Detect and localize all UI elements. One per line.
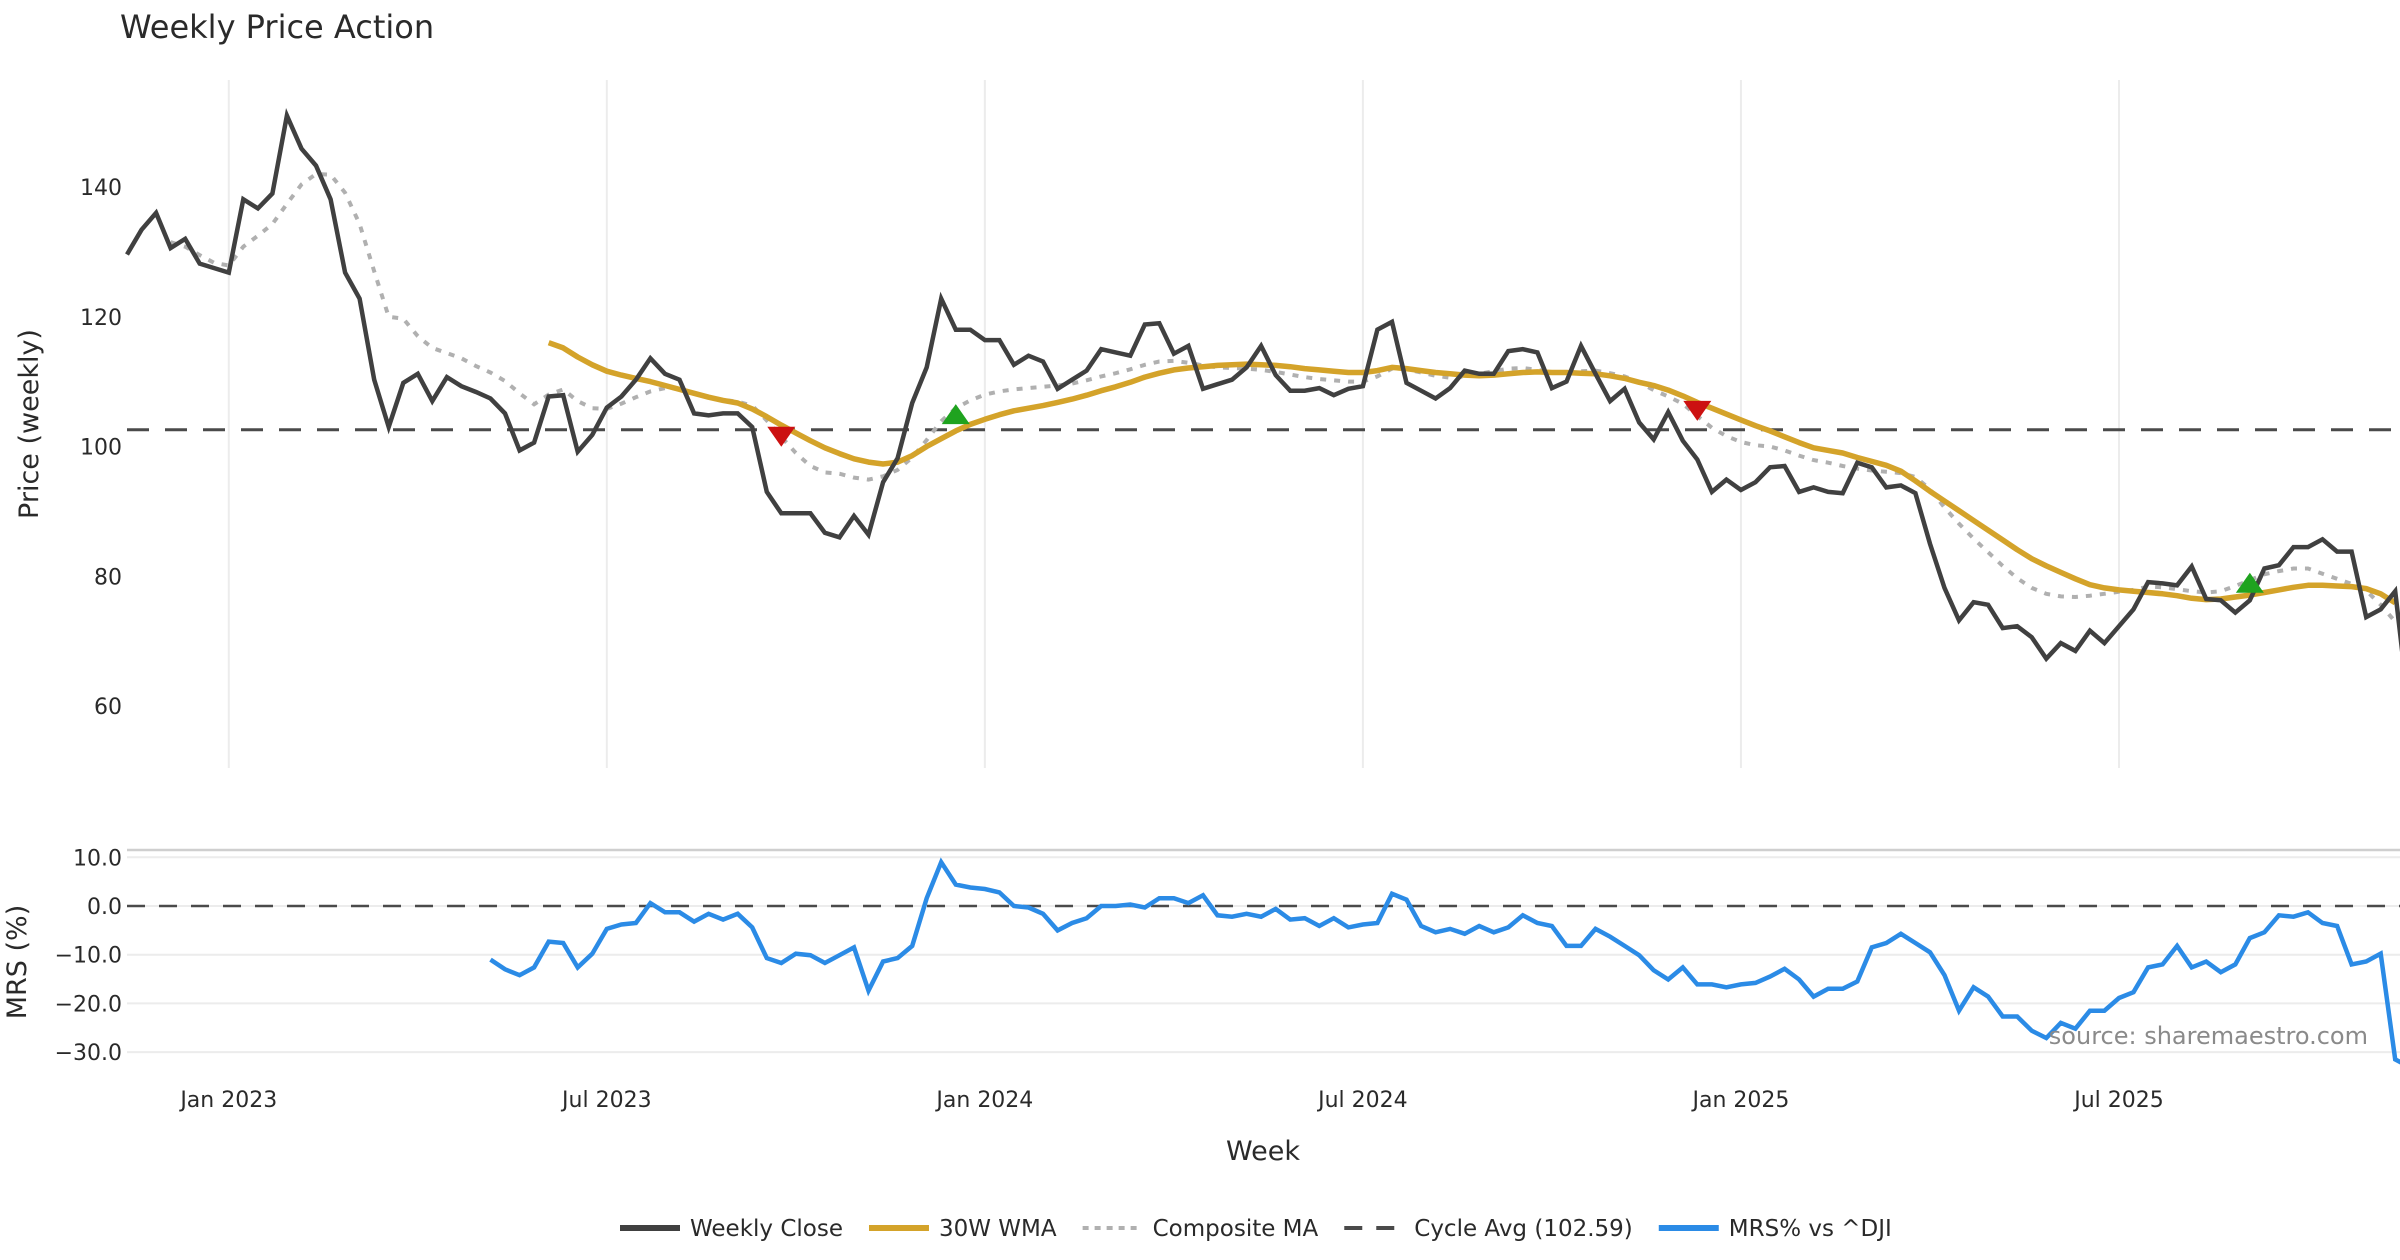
x-axis-ticks: Jan 2023 Jul 2023 Jan 2024 Jul 2024 Jan 2025… [178,1088,2163,1113]
mrs-y-tick-label: 0.0 [87,895,122,920]
x-tick-label: Jul 2024 [1316,1088,1408,1113]
price-y-tick-label: 100 [80,436,122,461]
mrs-panel: 10.0 0.0 −10.0 −20.0 −30.0 MRS (%) source: s… [2,846,2400,1066]
legend-label: Composite MA [1153,1216,1319,1242]
legend-item: Weekly Close [620,1216,843,1242]
x-axis-title: Week [1226,1136,1300,1167]
wma-30w-line [547,340,2397,606]
price-vertical-gridlines [227,80,2120,768]
legend-item: Composite MA [1082,1216,1319,1242]
mrs-y-tick-label: −10.0 [55,944,122,969]
legend-label: Cycle Avg (102.59) [1414,1216,1633,1242]
mrs-line [489,857,2400,1065]
x-tick-label: Jan 2024 [934,1088,1033,1113]
price-y-tick-label: 120 [80,306,122,331]
x-tick-label: Jan 2025 [1690,1088,1789,1113]
mrs-y-tick-label: −20.0 [55,992,122,1017]
weekly-close-line [125,108,2400,663]
sell-signal-marker [767,426,796,447]
mrs-y-axis-title: MRS (%) [2,905,33,1020]
mrs-y-tick-label: 10.0 [73,846,122,871]
legend-item: MRS% vs ^DJI [1658,1216,1892,1242]
price-y-tick-label: 60 [94,695,122,720]
mrs-y-tick-label: −30.0 [55,1041,122,1066]
legend: Weekly Close 30W WMA Composite MA Cycle Avg… [620,1216,1892,1242]
legend-label: MRS% vs ^DJI [1729,1216,1892,1242]
buy-signal-marker [2235,572,2264,593]
x-tick-label: Jul 2025 [2072,1088,2164,1113]
buy-signal-marker [941,404,970,425]
price-y-axis-title: Price (weekly) [14,329,45,519]
price-panel: 60 80 100 120 140 Price (weekly) [14,80,2400,768]
mrs-y-ticks: 10.0 0.0 −10.0 −20.0 −30.0 [55,846,122,1066]
sell-signal-marker [1683,400,1712,421]
chart-title: Weekly Price Action [120,8,434,46]
price-y-tick-label: 140 [80,176,122,201]
x-tick-label: Jul 2023 [560,1088,652,1113]
composite-ma-line [169,171,2397,624]
price-y-ticks: 60 80 100 120 140 [80,176,122,720]
legend-label: 30W WMA [939,1216,1057,1242]
x-tick-label: Jan 2023 [178,1088,277,1113]
legend-item: 30W WMA [868,1216,1057,1242]
legend-item: Cycle Avg (102.59) [1344,1216,1633,1242]
signal-markers [767,400,2264,593]
legend-label: Weekly Close [690,1216,843,1242]
price-y-tick-label: 80 [94,565,122,590]
source-note: source: sharemaestro.com [2049,1022,2368,1050]
